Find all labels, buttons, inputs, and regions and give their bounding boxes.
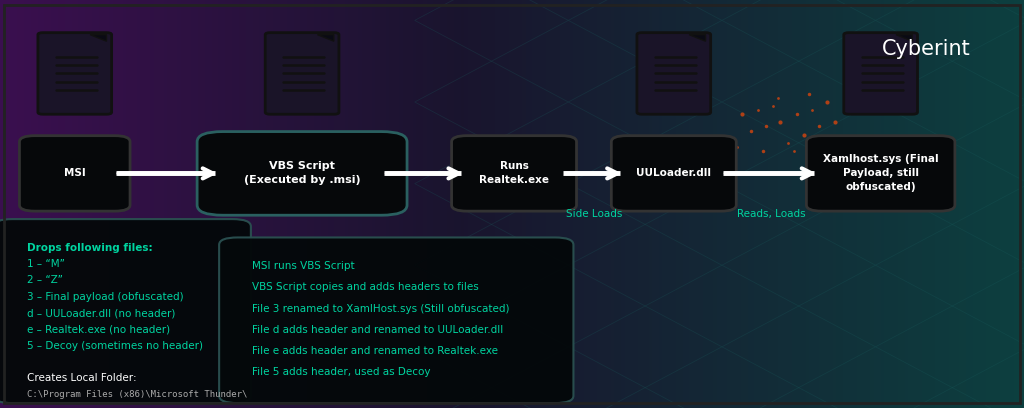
Polygon shape (689, 35, 706, 41)
Text: Creates Local Folder:: Creates Local Folder: (27, 373, 136, 384)
Text: File 5 adds header, used as Decoy: File 5 adds header, used as Decoy (252, 367, 430, 377)
Text: File d adds header and renamed to UULoader.dll: File d adds header and renamed to UULoad… (252, 325, 503, 335)
Text: VBS Script
(Executed by .msi): VBS Script (Executed by .msi) (244, 162, 360, 185)
Text: UULoader.dll: UULoader.dll (636, 169, 712, 178)
Text: File 3 renamed to XamlHost.sys (Still obfuscated): File 3 renamed to XamlHost.sys (Still ob… (252, 304, 509, 314)
FancyBboxPatch shape (611, 135, 736, 211)
FancyBboxPatch shape (219, 237, 573, 403)
Text: 3 – Final payload (obfuscated): 3 – Final payload (obfuscated) (27, 292, 183, 302)
FancyBboxPatch shape (452, 135, 577, 211)
Text: 1 – “M”: 1 – “M” (27, 259, 65, 269)
Text: MSI runs VBS Script: MSI runs VBS Script (252, 261, 354, 271)
FancyBboxPatch shape (38, 33, 112, 114)
Text: e – Realtek.exe (no header): e – Realtek.exe (no header) (27, 324, 170, 335)
Polygon shape (317, 35, 334, 41)
Text: C:\Program Files (x86)\Microsoft Thunder\: C:\Program Files (x86)\Microsoft Thunder… (27, 390, 247, 399)
Text: 5 – Decoy (sometimes no header): 5 – Decoy (sometimes no header) (27, 341, 203, 351)
FancyBboxPatch shape (19, 135, 130, 211)
Text: MSI: MSI (63, 169, 86, 178)
FancyBboxPatch shape (265, 33, 339, 114)
FancyBboxPatch shape (637, 33, 711, 114)
Text: VBS Script copies and adds headers to files: VBS Script copies and adds headers to fi… (252, 282, 478, 293)
FancyBboxPatch shape (0, 219, 251, 403)
Text: Reads, Loads: Reads, Loads (736, 209, 806, 219)
FancyBboxPatch shape (844, 33, 918, 114)
Text: 2 – “Z”: 2 – “Z” (27, 275, 62, 286)
Text: d – UULoader.dll (no header): d – UULoader.dll (no header) (27, 308, 175, 318)
Text: Xamlhost.sys (Final
Payload, still
obfuscated): Xamlhost.sys (Final Payload, still obfus… (823, 154, 938, 193)
Text: Cyberint: Cyberint (883, 39, 971, 59)
Polygon shape (896, 35, 912, 41)
FancyBboxPatch shape (807, 135, 954, 211)
FancyBboxPatch shape (197, 131, 407, 215)
Text: Side Loads: Side Loads (565, 209, 623, 219)
Text: Drops following files:: Drops following files: (27, 243, 153, 253)
Polygon shape (90, 35, 106, 41)
Text: File e adds header and renamed to Realtek.exe: File e adds header and renamed to Realte… (252, 346, 498, 356)
Text: Runs
Realtek.exe: Runs Realtek.exe (479, 162, 549, 185)
